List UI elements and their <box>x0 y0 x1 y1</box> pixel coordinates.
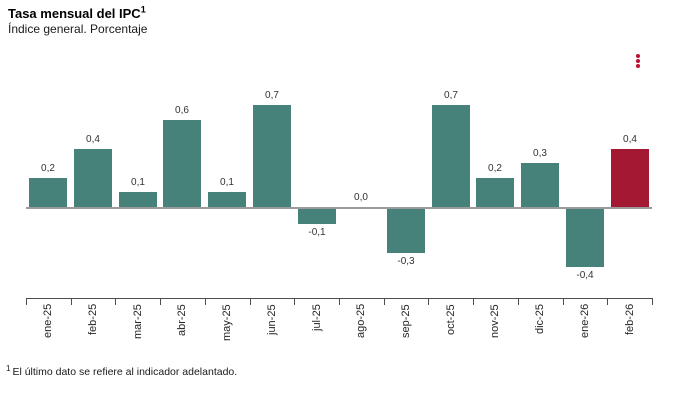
bar-sep-25[interactable] <box>387 209 425 253</box>
bar-feb-25[interactable] <box>74 149 112 207</box>
value-label-jun-25: 0,7 <box>265 90 279 101</box>
x-axis-tick <box>384 298 385 305</box>
value-label-mar-25: 0,1 <box>131 177 145 188</box>
footnote-text: El último dato se refiere al indicador a… <box>12 366 238 378</box>
x-axis-tick <box>115 298 116 305</box>
x-axis-tick <box>205 298 206 305</box>
value-label-sep-25: -0,3 <box>397 256 415 267</box>
bar-feb-26[interactable] <box>611 149 649 207</box>
x-axis-label-ene-25: ene-25 <box>42 304 54 339</box>
value-label-dic-25: 0,3 <box>533 148 547 159</box>
x-axis-label-jun-25: jun-25 <box>266 304 278 335</box>
x-axis-tick <box>71 298 72 305</box>
value-label-oct-25: 0,7 <box>444 90 458 101</box>
bar-may-25[interactable] <box>208 192 246 207</box>
value-label-nov-25: 0,2 <box>488 163 502 174</box>
x-axis-tick <box>339 298 340 305</box>
x-axis-tick <box>473 298 474 305</box>
kebab-dot <box>636 64 640 68</box>
kebab-dot <box>636 59 640 63</box>
value-label-ene-26: -0,4 <box>576 270 594 281</box>
bar-abr-25[interactable] <box>163 120 201 207</box>
x-axis-tick <box>607 298 608 305</box>
footnote: 1 El último dato se refiere al indicador … <box>6 363 238 378</box>
x-axis-label-may-25: may-25 <box>221 304 233 341</box>
value-label-feb-25: 0,4 <box>86 134 100 145</box>
kebab-menu-icon[interactable] <box>632 51 644 71</box>
bar-oct-25[interactable] <box>432 105 470 207</box>
value-label-ago-25: 0,0 <box>354 192 368 203</box>
value-label-abr-25: 0,6 <box>175 105 189 116</box>
value-label-ene-25: 0,2 <box>41 163 55 174</box>
x-axis-label-jul-25: jul-25 <box>311 304 323 331</box>
bar-ene-26[interactable] <box>566 209 604 267</box>
x-axis-label-nov-25: nov-25 <box>489 304 501 338</box>
x-axis-label-mar-25: mar-25 <box>132 304 144 339</box>
kebab-dot <box>636 54 640 58</box>
x-axis-tick <box>428 298 429 305</box>
x-axis-tick <box>563 298 564 305</box>
footnote-superscript: 1 <box>6 363 11 373</box>
bar-nov-25[interactable] <box>476 178 514 207</box>
value-label-may-25: 0,1 <box>220 177 234 188</box>
x-axis-label-dic-25: dic-25 <box>534 304 546 334</box>
chart-title-superscript: 1 <box>140 4 146 15</box>
x-axis-label-oct-25: oct-25 <box>445 304 457 335</box>
bar-jul-25[interactable] <box>298 209 336 224</box>
x-axis-label-sep-25: sep-25 <box>400 304 412 338</box>
bar-ene-25[interactable] <box>29 178 67 207</box>
x-axis-tick <box>652 298 653 305</box>
value-label-jul-25: -0,1 <box>308 227 326 238</box>
x-axis-tick <box>160 298 161 305</box>
x-axis-label-ago-25: ago-25 <box>355 304 367 339</box>
chart-subtitle: Índice general. Porcentaje <box>8 22 148 36</box>
x-axis-label-feb-25: feb-25 <box>87 304 99 336</box>
bar-mar-25[interactable] <box>119 192 157 207</box>
x-axis-tick <box>518 298 519 305</box>
x-axis-label-ene-26: ene-26 <box>579 304 591 339</box>
x-axis-label-feb-26: feb-26 <box>624 304 636 336</box>
bar-dic-25[interactable] <box>521 163 559 207</box>
chart-title-text: Tasa mensual del IPC <box>8 6 141 21</box>
x-axis-tick <box>294 298 295 305</box>
chart-title: Tasa mensual del IPC1 <box>8 4 146 21</box>
x-axis-tick <box>250 298 251 305</box>
x-axis-label-abr-25: abr-25 <box>176 304 188 336</box>
zero-line <box>26 207 652 209</box>
bar-jun-25[interactable] <box>253 105 291 207</box>
x-axis-tick <box>26 298 27 305</box>
value-label-feb-26: 0,4 <box>623 134 637 145</box>
